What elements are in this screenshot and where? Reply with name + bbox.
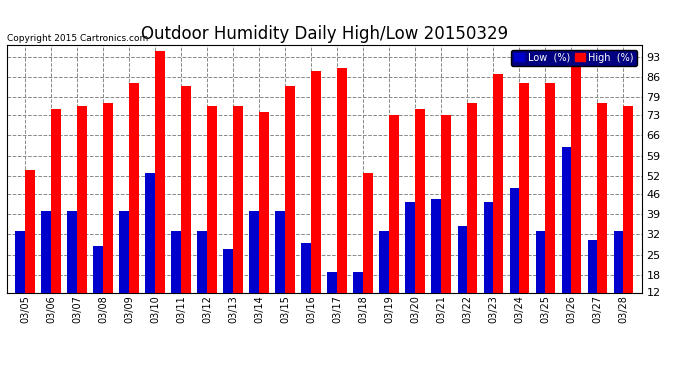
Bar — [484, 202, 493, 327]
Text: Copyright 2015 Cartronics.com: Copyright 2015 Cartronics.com — [7, 33, 148, 42]
Bar — [353, 272, 364, 327]
Bar — [146, 173, 155, 327]
Bar — [624, 106, 633, 327]
Bar — [328, 272, 337, 327]
Bar — [613, 231, 624, 327]
Bar — [562, 147, 571, 327]
Bar — [275, 211, 285, 327]
Bar — [406, 202, 415, 327]
Bar — [535, 231, 545, 327]
Bar — [598, 103, 607, 327]
Bar — [197, 231, 207, 327]
Bar — [364, 173, 373, 327]
Bar — [442, 115, 451, 327]
Bar — [337, 68, 347, 327]
Bar — [285, 86, 295, 327]
Bar — [25, 170, 35, 327]
Bar — [171, 231, 181, 327]
Title: Outdoor Humidity Daily High/Low 20150329: Outdoor Humidity Daily High/Low 20150329 — [141, 26, 508, 44]
Bar — [181, 86, 191, 327]
Bar — [415, 109, 425, 327]
Bar — [129, 83, 139, 327]
Bar — [302, 243, 311, 327]
Bar — [431, 200, 442, 327]
Bar — [155, 51, 165, 327]
Bar — [588, 240, 598, 327]
Bar — [67, 211, 77, 327]
Bar — [41, 211, 51, 327]
Bar — [509, 188, 520, 327]
Bar — [119, 211, 129, 327]
Bar — [571, 60, 582, 327]
Bar — [93, 246, 104, 327]
Bar — [467, 103, 477, 327]
Bar — [389, 115, 400, 327]
Bar — [233, 106, 243, 327]
Bar — [545, 83, 555, 327]
Bar — [520, 83, 529, 327]
Bar — [77, 106, 87, 327]
Bar — [249, 211, 259, 327]
Bar — [15, 231, 25, 327]
Bar — [51, 109, 61, 327]
Bar — [380, 231, 389, 327]
Bar — [224, 249, 233, 327]
Bar — [311, 71, 321, 327]
Bar — [104, 103, 113, 327]
Bar — [207, 106, 217, 327]
Bar — [493, 74, 503, 327]
Legend: Low  (%), High  (%): Low (%), High (%) — [511, 50, 637, 66]
Bar — [259, 112, 269, 327]
Bar — [457, 225, 467, 327]
